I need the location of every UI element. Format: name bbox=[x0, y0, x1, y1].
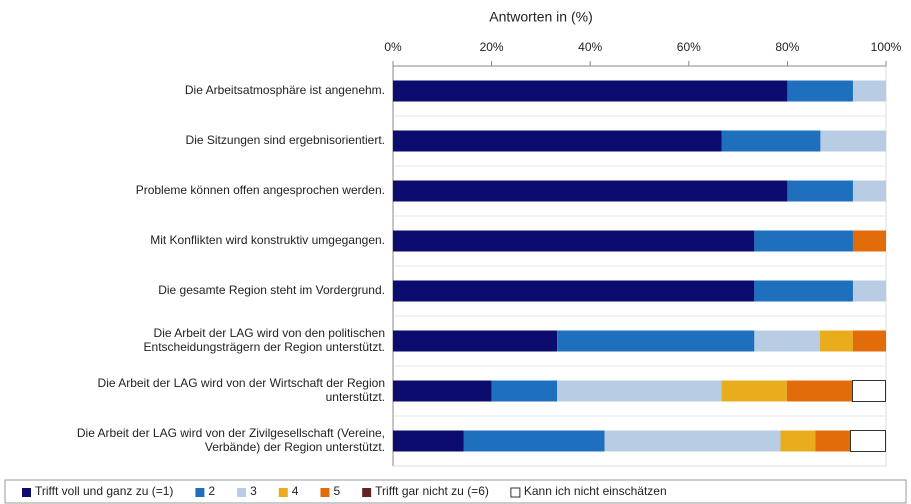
category-label: Die gesamte Region steht im Vordergrund. bbox=[158, 283, 385, 297]
bar-segment bbox=[819, 330, 853, 352]
x-tick-label: 20% bbox=[480, 40, 504, 54]
bar-segment bbox=[852, 280, 886, 302]
x-tick-label: 0% bbox=[384, 40, 402, 54]
category-label: Die Arbeitsatmosphäre ist angenehm. bbox=[185, 83, 385, 97]
category-line: Die gesamte Region steht im Vordergrund. bbox=[158, 283, 385, 297]
bar-segment bbox=[393, 430, 464, 452]
category-line: Entscheidungsträgern der Region unterstü… bbox=[144, 340, 385, 354]
legend-box bbox=[4, 479, 907, 504]
category-line: Die Arbeit der LAG wird von der Zivilges… bbox=[77, 426, 385, 440]
bar-segment bbox=[557, 380, 722, 402]
category-label: Die Arbeit der LAG wird von den politisc… bbox=[144, 326, 385, 354]
axis-title: Antworten in (%) bbox=[489, 9, 592, 25]
bar-segment bbox=[393, 130, 722, 152]
bar-segment bbox=[393, 330, 558, 352]
bar-segment bbox=[393, 230, 755, 252]
legend-label: 4 bbox=[292, 484, 299, 498]
bar-segment bbox=[787, 80, 853, 102]
bar-segment bbox=[852, 80, 886, 102]
bar-segment bbox=[787, 180, 853, 202]
legend-swatch bbox=[362, 488, 372, 497]
legend-label: 2 bbox=[208, 484, 215, 498]
category-label: Probleme können offen angesprochen werde… bbox=[136, 183, 385, 197]
legend-swatch bbox=[195, 488, 205, 497]
category-label: Die Sitzungen sind ergebnisorientiert. bbox=[186, 133, 385, 147]
category-line: Die Arbeitsatmosphäre ist angenehm. bbox=[185, 83, 385, 97]
bar-segment bbox=[491, 380, 558, 402]
legend-swatch bbox=[278, 488, 288, 497]
legend-label: 5 bbox=[333, 484, 340, 498]
category-line: Probleme können offen angesprochen werde… bbox=[136, 183, 385, 197]
bar-segment bbox=[393, 180, 788, 202]
bar-segment bbox=[786, 380, 853, 402]
legend-swatch bbox=[22, 488, 31, 497]
bar-segment bbox=[604, 430, 781, 452]
bar-segment bbox=[393, 380, 492, 402]
category-line: unterstützt. bbox=[326, 390, 385, 404]
bar-segment bbox=[850, 430, 887, 452]
bar-segment bbox=[852, 230, 886, 252]
bar-segment bbox=[557, 330, 755, 352]
legend-swatch bbox=[237, 488, 247, 497]
bar-segment bbox=[393, 80, 788, 102]
category-line: Die Arbeit der LAG wird von den politisc… bbox=[154, 326, 385, 340]
category-line: Mit Konflikten wird konstruktiv umgegang… bbox=[150, 233, 385, 247]
category-line: Verbände) der Region unterstützt. bbox=[205, 440, 385, 454]
bar-segment bbox=[852, 180, 886, 202]
bar-segment bbox=[851, 380, 887, 402]
legend-swatch bbox=[320, 488, 330, 497]
category-line: Die Sitzungen sind ergebnisorientiert. bbox=[186, 133, 385, 147]
bar-segment bbox=[393, 280, 755, 302]
category-line: Die Arbeit der LAG wird von der Wirtscha… bbox=[98, 376, 385, 390]
bar-segment bbox=[852, 330, 886, 352]
bar-segment bbox=[754, 230, 853, 252]
legend-label: Trifft voll und ganz zu (=1) bbox=[35, 484, 173, 498]
category-label: Die Arbeit der LAG wird von der Zivilges… bbox=[77, 426, 385, 454]
bar-segment bbox=[721, 380, 787, 402]
category-label: Mit Konflikten wird konstruktiv umgegang… bbox=[150, 233, 385, 247]
x-tick-label: 60% bbox=[677, 40, 701, 54]
legend-swatch bbox=[510, 487, 521, 498]
x-tick-label: 80% bbox=[775, 40, 799, 54]
bar-segment bbox=[815, 430, 851, 452]
bar-segment bbox=[754, 330, 820, 352]
bar-segment bbox=[820, 130, 886, 152]
legend-label: Kann ich nicht einschätzen bbox=[524, 484, 667, 498]
bar-segment bbox=[463, 430, 605, 452]
x-tick-label: 100% bbox=[871, 40, 902, 54]
legend-label: 3 bbox=[250, 484, 257, 498]
bar-segment bbox=[721, 130, 821, 152]
category-label: Die Arbeit der LAG wird von der Wirtscha… bbox=[98, 376, 385, 404]
legend-label: Trifft gar nicht zu (=6) bbox=[375, 484, 489, 498]
bar-segment bbox=[754, 280, 853, 302]
bar-segment bbox=[780, 430, 816, 452]
x-tick-label: 40% bbox=[578, 40, 602, 54]
